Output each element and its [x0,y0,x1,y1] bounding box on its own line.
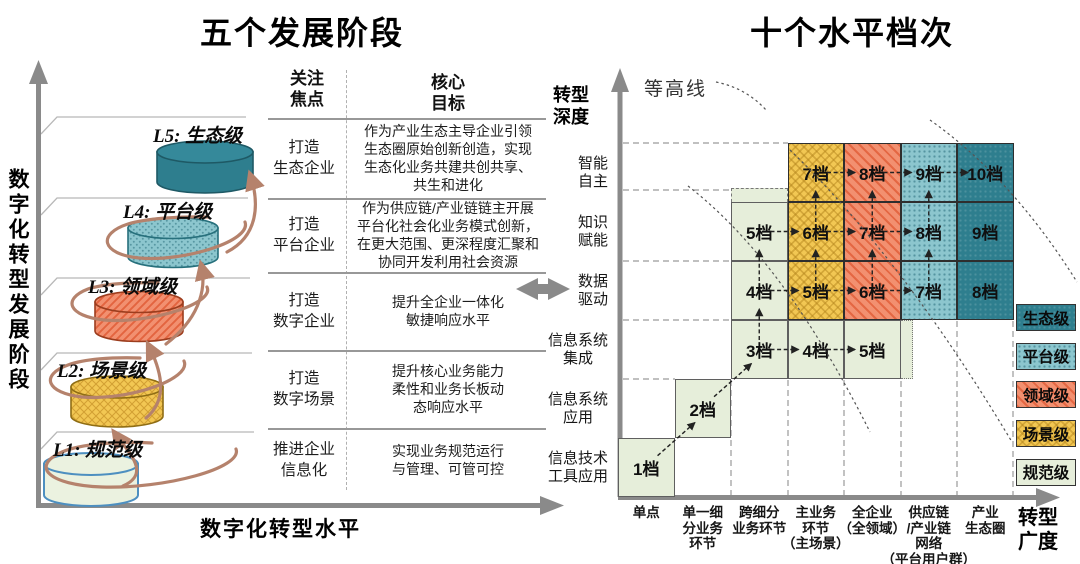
grade-cell-8档: 8档 [844,143,901,202]
grade-cell-7档: 7档 [900,261,957,320]
cylinder-label-l2: L2: 场景级 [57,361,147,382]
grade5-dotted-extension [901,320,913,379]
cylinder-l3 [94,290,184,343]
grade-cell-7档: 7档 [787,143,844,202]
goal-l4: 作为供应链/产业链链主开展 平台化社会化业务模式创新， 在更大范围、更深程度汇聚… [357,200,539,270]
cylinder-l4 [127,216,219,269]
grade-cell-9档: 9档 [957,202,1014,261]
breadth-level-label: 跨细分 业务环节 [732,505,787,536]
cylinder-l5 [156,140,254,194]
legend-item-平台级: 平台级 [1016,342,1076,370]
grade-cell-4档: 4档 [731,261,788,320]
breadth-level-label: 主业务 环节 （主场景） [782,505,850,551]
goal-l1: 实现业务规范运行 与管理、可管可控 [392,443,504,477]
cylinder-label-l3: L3: 领域级 [88,277,178,298]
legend-item-场景级: 场景级 [1016,420,1076,448]
grade-cell-9档: 9档 [900,143,957,202]
table-column-divider [346,70,347,490]
goal-l2: 提升核心业务能力 柔性和业务长板动 态响应水平 [392,363,504,415]
depth-level-label: 智能 自主 [577,154,608,190]
left-y-axis-label: 数字化转型发展阶段 [6,168,29,393]
grade-cell-1档: 1档 [618,438,675,497]
right-y-axis-label: 转型 深度 [553,85,589,127]
right-x-axis-label: 转型 广度 [1018,507,1058,553]
cylinder-label-l4: L4: 平台级 [123,202,213,223]
focus-l4: 打造 平台企业 [272,216,335,254]
grade-cell-10档: 10档 [957,143,1014,202]
breadth-level-label: 单一细 分业务 环节 [682,505,724,551]
goal-l5: 作为产业生态主导企业引领 生态圈原始创新创造，实现 生态化业务共建共创共享、 共… [364,123,532,193]
focus-l1: 推进企业 信息化 [272,441,335,479]
grade-cell-6档: 6档 [844,261,901,320]
grade-cell-2档: 2档 [674,379,731,438]
breadth-level-label: 产业 生态圈 [965,505,1006,536]
depth-level-label: 知识 赋能 [577,213,608,249]
table-line [268,118,546,120]
grade-cell-8档: 8档 [900,202,957,261]
table-header-goal: 核心 目标 [431,73,465,113]
cylinder-l2 [70,375,164,428]
focus-l5: 打造 生态企业 [272,139,335,177]
grade-cell-5档: 5档 [731,202,788,261]
depth-level-label: 数据 驱动 [577,272,608,308]
legend-item-规范级: 规范级 [1016,458,1076,486]
legend-item-生态级: 生态级 [1016,304,1076,331]
depth-level-label: 信息系统 应用 [547,390,608,426]
cylinder-label-l5: L5: 生态级 [153,126,243,147]
depth-level-label: 信息技术 工具应用 [547,449,608,485]
breadth-level-label: 全企业 （全领域） [838,505,907,536]
grade-cell-5档: 5档 [787,261,844,320]
breadth-level-label: 单点 [632,505,660,520]
legend-item-领域级: 领域级 [1016,381,1076,409]
table-line [268,198,546,200]
left-x-axis-label: 数字化转型水平 [200,518,361,541]
table-line [268,350,546,352]
breadth-level-label: 供应链 /产业链 网络 （平台用户群） [881,505,977,564]
table-header-focus: 关注 焦点 [290,69,324,109]
table-line [268,428,546,430]
depth-level-label: 信息系统 集成 [547,331,608,367]
cylinder-label-l1: L1: 规范级 [53,440,143,461]
grade-cell-3档: 3档 [731,320,788,379]
focus-l3: 打造 数字企业 [272,292,335,330]
grade5-dashed-extension [731,188,788,202]
grade-cell-6档: 6档 [787,202,844,261]
grade-cell-7档: 7档 [844,202,901,261]
contour-line-label: 等高线 [644,79,708,100]
table-line [268,272,546,274]
goal-l3: 提升全企业一体化 敏捷响应水平 [392,294,504,328]
grade-cell-5档: 5档 [844,320,901,379]
left-panel-title: 五个发展阶段 [199,15,404,51]
grade-cell-8档: 8档 [957,261,1014,320]
grade-cell-4档: 4档 [787,320,844,379]
right-panel-title: 十个水平档次 [749,15,954,51]
focus-l2: 打造 数字场景 [272,370,335,408]
